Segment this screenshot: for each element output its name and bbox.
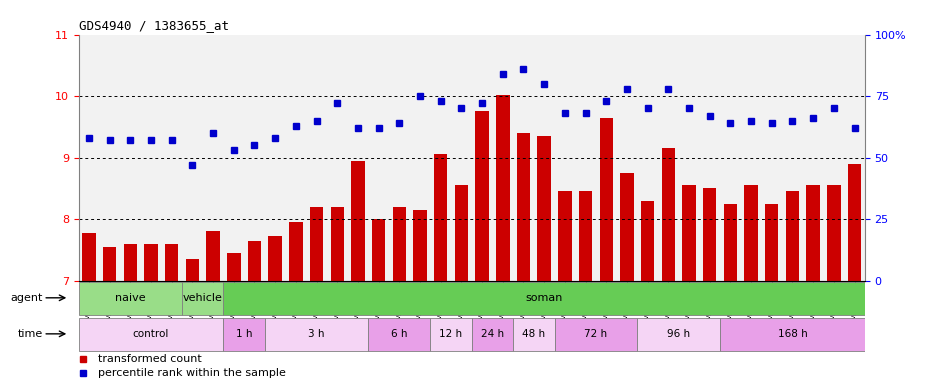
Text: GDS4940 / 1383655_at: GDS4940 / 1383655_at [79, 19, 228, 32]
Text: percentile rank within the sample: percentile rank within the sample [98, 368, 286, 378]
Bar [82, 233, 95, 280]
Bar [637, 318, 720, 351]
Text: time: time [18, 329, 43, 339]
Bar [661, 148, 675, 280]
Bar [848, 164, 861, 280]
Text: 3 h: 3 h [308, 329, 325, 339]
Text: vehicle: vehicle [183, 293, 223, 303]
Bar [827, 185, 841, 280]
Bar [79, 318, 224, 351]
Bar [248, 240, 261, 280]
Bar [413, 210, 426, 280]
Text: naive: naive [115, 293, 145, 303]
Bar [227, 253, 240, 280]
Text: transformed count: transformed count [98, 354, 202, 364]
Bar [430, 318, 472, 351]
Bar [165, 243, 179, 280]
Bar [513, 318, 554, 351]
Text: 1 h: 1 h [236, 329, 253, 339]
Bar [765, 204, 779, 280]
Text: 48 h: 48 h [523, 329, 546, 339]
Bar [352, 161, 364, 280]
Bar [745, 185, 758, 280]
Text: 24 h: 24 h [481, 329, 504, 339]
Bar [517, 133, 530, 280]
Bar [785, 191, 799, 280]
Bar [144, 243, 158, 280]
Bar [268, 236, 282, 280]
Bar [186, 259, 199, 280]
Bar [579, 191, 592, 280]
Bar [472, 318, 513, 351]
Bar [392, 207, 406, 280]
Bar [434, 154, 448, 280]
Text: 6 h: 6 h [391, 329, 408, 339]
Text: 12 h: 12 h [439, 329, 462, 339]
Bar [290, 222, 302, 280]
Bar [723, 204, 737, 280]
Bar [368, 318, 430, 351]
Bar [554, 318, 637, 351]
Bar [475, 111, 488, 280]
Bar [620, 173, 634, 280]
Bar [206, 231, 220, 280]
Bar [224, 318, 265, 351]
Bar [455, 185, 468, 280]
Bar [496, 95, 510, 280]
Bar [103, 247, 117, 280]
Text: soman: soman [525, 293, 562, 303]
Bar [330, 207, 344, 280]
Bar [703, 188, 717, 280]
Bar [720, 318, 865, 351]
Bar [558, 191, 572, 280]
Bar [124, 243, 137, 280]
Bar [537, 136, 551, 280]
Bar [310, 207, 324, 280]
Bar [807, 185, 820, 280]
Text: 168 h: 168 h [778, 329, 808, 339]
Bar [641, 200, 654, 280]
Bar [265, 318, 368, 351]
Bar [683, 185, 696, 280]
Text: agent: agent [11, 293, 43, 303]
Bar [224, 282, 865, 315]
Text: control: control [133, 329, 169, 339]
Bar [372, 219, 386, 280]
Text: 96 h: 96 h [667, 329, 690, 339]
Text: 72 h: 72 h [585, 329, 608, 339]
Bar [599, 118, 613, 280]
Bar [182, 282, 224, 315]
Bar [79, 282, 182, 315]
